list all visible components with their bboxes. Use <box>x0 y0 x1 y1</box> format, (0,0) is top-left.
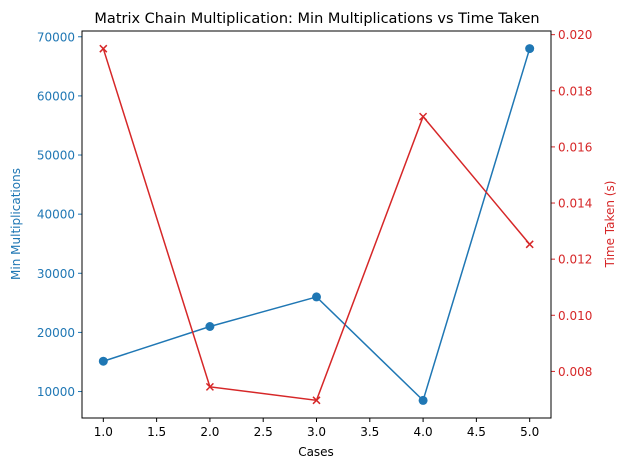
x-tick-label: 4.5 <box>467 425 486 439</box>
x-tick-label: 1.0 <box>94 425 113 439</box>
y-left-tick-label: 60000 <box>37 89 75 103</box>
plot-area: 1.0 1.5 2.0 2.5 3.0 3.5 4.0 4.5 5.0 10000 20000 300… <box>37 28 593 439</box>
y-right-tick-label: 0.008 <box>558 365 592 379</box>
y-right-tick-label: 0.012 <box>558 253 592 267</box>
y-right-tick-label: 0.018 <box>558 84 592 98</box>
x-tick-label: 4.0 <box>414 425 433 439</box>
time-taken-point <box>205 382 214 391</box>
x-axis-label: Cases <box>298 445 334 459</box>
x-tick-label: 2.0 <box>200 425 219 439</box>
time-taken-point <box>525 240 534 249</box>
plot-frame <box>81 30 552 419</box>
min-multiplications-point <box>525 44 535 54</box>
x-tick-label: 5.0 <box>520 425 539 439</box>
x-tick-label: 3.5 <box>360 425 379 439</box>
time-taken-point <box>99 44 108 53</box>
time-taken-point <box>312 396 321 405</box>
y-left-tick-label: 50000 <box>37 149 75 163</box>
x-tick-label: 2.5 <box>254 425 273 439</box>
y-right-axis-label: Time Taken (s) <box>603 181 617 269</box>
y-right-tick-label: 0.016 <box>558 140 592 154</box>
y-left-tick-label: 40000 <box>37 208 75 222</box>
time-taken-point <box>419 112 428 121</box>
y-left-tick-label: 30000 <box>37 267 75 281</box>
y-right-tick-label: 0.020 <box>558 28 592 42</box>
min-multiplications-point <box>205 321 215 331</box>
y-left-tick-label: 10000 <box>37 385 75 399</box>
y-left-tick-label: 70000 <box>37 30 75 44</box>
y-right-tick-label: 0.014 <box>558 197 592 211</box>
x-tick-label: 3.0 <box>307 425 326 439</box>
x-tick-label: 1.5 <box>147 425 166 439</box>
chart-title: Matrix Chain Multiplication: Min Multipl… <box>94 11 539 27</box>
y-left-tick-label: 20000 <box>37 326 75 340</box>
min-multiplications-point <box>98 356 108 366</box>
y-left-axis-label: Min Multiplications <box>9 168 23 280</box>
y-right-tick-label: 0.010 <box>558 309 592 323</box>
min-multiplications-point <box>312 292 321 302</box>
min-multiplications-point <box>418 395 428 405</box>
